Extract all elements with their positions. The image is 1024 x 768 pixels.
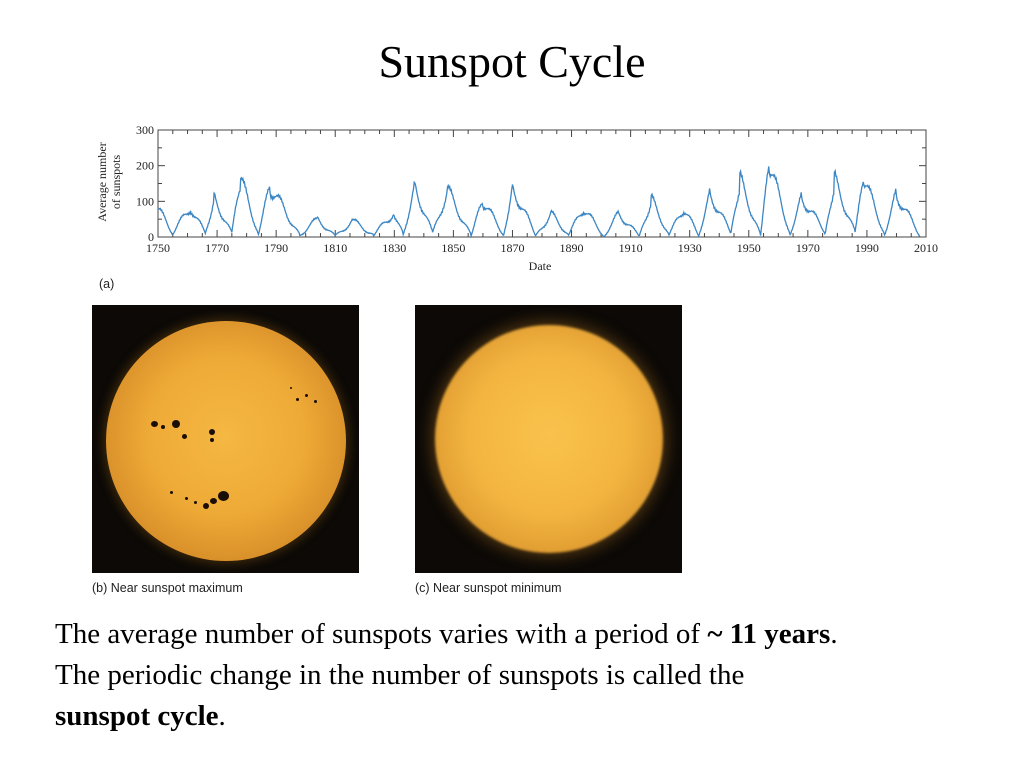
x-tick-label: 1930 (678, 241, 702, 255)
sun-disk-no-spots (435, 325, 663, 553)
x-tick-label: 1910 (619, 241, 643, 255)
caption-period-emphasis: ~ 11 years (707, 618, 831, 650)
x-tick-label: 1890 (560, 241, 584, 255)
y-tick-label: 300 (136, 123, 154, 137)
y-tick-label: 0 (148, 230, 154, 244)
x-tick-label: 1810 (323, 241, 347, 255)
sun-disk-with-spots (106, 321, 346, 561)
sun-near-minimum-photo (415, 305, 682, 573)
panel-c-label: (c) Near sunspot minimum (415, 581, 562, 595)
x-axis-label: Date (529, 259, 552, 273)
x-tick-label: 1950 (737, 241, 761, 255)
x-tick-label: 1990 (855, 241, 879, 255)
y-tick-label: 200 (136, 159, 154, 173)
chart-axes (157, 129, 927, 238)
sun-near-maximum-photo (92, 305, 359, 573)
chart-tick-labels: 1750 1770 1790 1810 1830 1850 1870 1890 1910 1930… (136, 123, 938, 255)
x-tick-label: 1850 (441, 241, 465, 255)
panel-b-label: (b) Near sunspot maximum (92, 581, 243, 595)
sunspot-series-line (157, 166, 921, 239)
y-tick-label: 100 (136, 194, 154, 208)
x-tick-label: 1870 (500, 241, 524, 255)
caption-text: The average number of sunspots varies wi… (55, 618, 838, 732)
sunspot-chart: 1750 1770 1790 1810 1830 1850 1870 1890 1910 1930… (95, 123, 938, 273)
y-axis-label-line2: of sunspots (109, 155, 123, 210)
y-axis-label-line1: Average number (95, 142, 109, 221)
x-tick-label: 1790 (264, 241, 288, 255)
caption-line2-text: The periodic change in the number of sun… (55, 659, 745, 691)
slide-title: Sunspot Cycle (378, 36, 646, 87)
x-tick-label: 1830 (382, 241, 406, 255)
caption-sunspot-cycle-term: sunspot cycle (55, 700, 219, 732)
caption-line1-text: The average number of sunspots varies wi… (55, 618, 708, 650)
x-tick-label: 1970 (796, 241, 820, 255)
x-tick-label: 2010 (914, 241, 938, 255)
panel-a-label: (a) (99, 277, 115, 291)
plot-frame (157, 129, 927, 238)
x-tick-label: 1770 (205, 241, 229, 255)
x-tick-label: 1750 (146, 241, 170, 255)
